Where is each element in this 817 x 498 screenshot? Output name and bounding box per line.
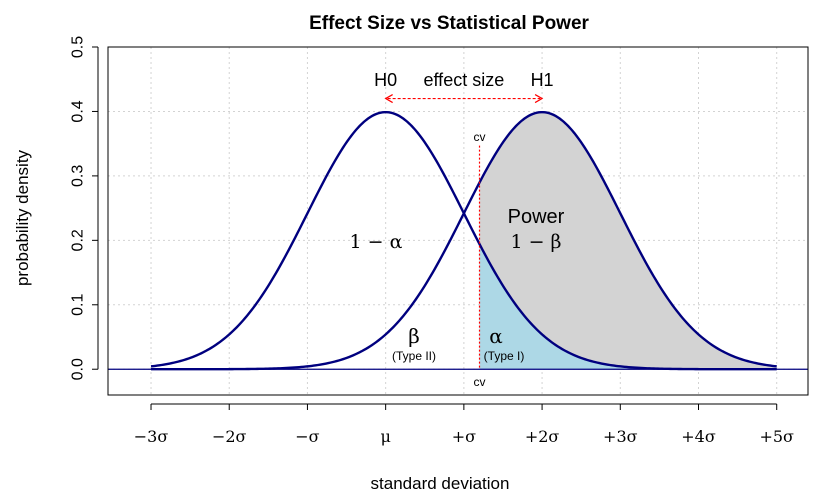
label-type-ii: (Type II)	[392, 349, 436, 363]
label-cv-bottom: cv	[474, 375, 486, 389]
x-tick-label-4: +σ	[452, 427, 476, 446]
y-tick-label-4: 0.4	[70, 100, 87, 122]
y-tick-label-1: 0.1	[70, 294, 87, 316]
chart-title: Effect Size vs Statistical Power	[309, 13, 589, 34]
x-tick-label-0: −3σ	[134, 427, 169, 446]
x-ticks: −3σ −2σ −σ μ +σ +2σ +3σ +4σ +5σ	[134, 404, 794, 446]
effect-size-arrowhead-right	[534, 94, 544, 104]
label-one-minus-alpha: 1 − α	[350, 231, 403, 253]
y-ticks: 0.0 0.1 0.2 0.3 0.4 0.5	[70, 36, 98, 380]
label-alpha: α	[489, 324, 503, 348]
alpha-area	[479, 244, 777, 370]
label-effect-size: effect size	[424, 70, 505, 90]
label-type-i: (Type I)	[484, 349, 525, 363]
label-h1: H1	[531, 70, 554, 90]
x-tick-label-8: +5σ	[759, 427, 794, 446]
x-tick-label-3: μ	[380, 427, 390, 446]
x-tick-label-5: +2σ	[525, 427, 560, 446]
x-tick-label-1: −2σ	[212, 427, 247, 446]
label-cv-top: cv	[474, 130, 486, 144]
label-power: Power	[508, 206, 565, 228]
y-tick-label-5: 0.5	[70, 36, 87, 58]
y-axis-label: probability density	[13, 149, 32, 286]
x-tick-label-6: +3σ	[603, 427, 638, 446]
y-tick-label-3: 0.3	[70, 165, 87, 187]
label-h0: H0	[374, 70, 397, 90]
effect-size-arrowhead-left	[384, 94, 393, 104]
x-tick-label-2: −σ	[295, 427, 319, 446]
label-one-minus-beta: 1 − β	[510, 231, 561, 253]
shading-layer	[479, 112, 777, 370]
marks-layer	[108, 94, 808, 370]
x-axis-label: standard deviation	[371, 474, 510, 493]
label-beta: β	[408, 324, 420, 348]
power-area	[479, 112, 777, 370]
y-tick-label-0: 0.0	[70, 358, 87, 380]
plot-border	[107, 46, 809, 396]
x-tick-label-7: +4σ	[681, 427, 716, 446]
y-tick-label-2: 0.2	[70, 229, 87, 251]
